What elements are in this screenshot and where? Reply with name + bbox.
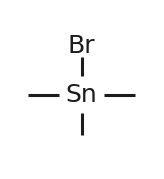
Text: Sn: Sn	[66, 83, 97, 107]
Text: Br: Br	[68, 34, 95, 58]
